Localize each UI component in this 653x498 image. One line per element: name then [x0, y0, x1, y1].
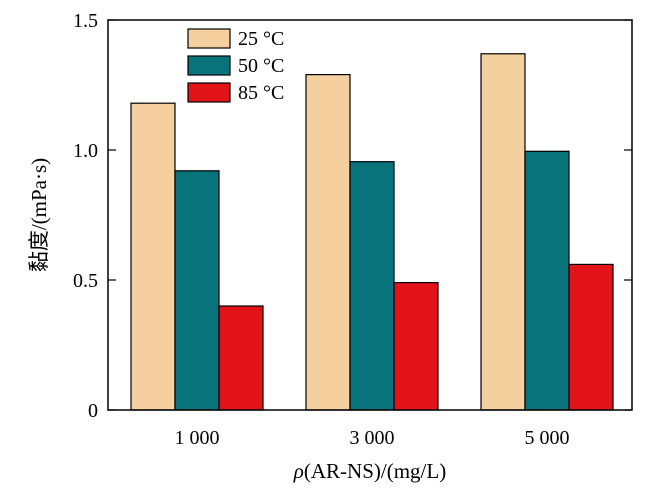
bar-1-2 — [305, 73, 351, 411]
bar-3-3 — [568, 263, 614, 411]
bar-1-3 — [480, 53, 526, 411]
bar-3-1 — [218, 305, 264, 411]
plot-frame — [107, 19, 633, 411]
x-axis: 1 000 3 000 5 000 — [175, 427, 570, 449]
bar-1-1 — [130, 102, 176, 411]
y-tick-label: 0 — [88, 400, 98, 422]
x-axis-title-symbol: ρ — [293, 459, 304, 483]
bar-3-2 — [393, 282, 439, 411]
bar-2-3 — [524, 150, 570, 411]
x-axis-title: ρ(AR-NS)/(mg/L) — [293, 459, 446, 483]
legend-swatch-3 — [187, 82, 231, 103]
bars-layer — [130, 53, 614, 411]
legend-swatch-2 — [187, 55, 231, 76]
x-tick-label: 5 000 — [525, 427, 570, 449]
bar-2-2 — [349, 161, 395, 411]
y-axis: 0 0.5 1.0 1.5 — [73, 10, 632, 422]
bar-2-1 — [174, 170, 220, 411]
y-tick-label: 1.0 — [73, 140, 98, 162]
legend-swatch-1 — [187, 28, 231, 49]
legend-label-3: 85 °C — [238, 82, 284, 104]
y-axis-title: 黏度/(mPa·s) — [27, 158, 51, 272]
x-tick-label: 3 000 — [350, 427, 395, 449]
legend-label-2: 50 °C — [238, 55, 284, 77]
legend-label-1: 25 °C — [238, 28, 284, 50]
y-tick-label: 1.5 — [73, 10, 98, 32]
legend: 25 °C 50 °C 85 °C — [187, 28, 284, 104]
y-tick-label: 0.5 — [73, 270, 98, 292]
x-tick-label: 1 000 — [175, 427, 220, 449]
x-axis-title-text: (AR-NS)/(mg/L) — [304, 459, 446, 483]
